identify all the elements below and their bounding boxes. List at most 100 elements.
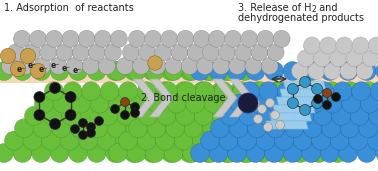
Circle shape [268, 107, 287, 126]
Circle shape [42, 131, 60, 150]
Circle shape [340, 62, 357, 80]
Text: e⁻: e⁻ [50, 61, 59, 70]
Circle shape [127, 94, 146, 113]
Circle shape [167, 94, 186, 113]
Circle shape [238, 143, 257, 162]
Circle shape [257, 107, 277, 126]
Circle shape [72, 44, 89, 61]
Circle shape [116, 131, 135, 150]
Circle shape [350, 107, 369, 126]
Circle shape [282, 131, 301, 150]
Circle shape [299, 76, 310, 88]
Circle shape [359, 119, 378, 138]
Circle shape [194, 107, 213, 126]
Circle shape [184, 119, 203, 138]
Circle shape [127, 143, 146, 162]
Circle shape [245, 131, 264, 150]
Circle shape [105, 143, 125, 162]
Circle shape [320, 143, 339, 162]
Circle shape [273, 30, 290, 47]
Circle shape [147, 119, 166, 138]
Circle shape [237, 131, 257, 150]
Circle shape [339, 107, 358, 126]
Circle shape [99, 107, 118, 126]
Circle shape [33, 119, 52, 138]
Circle shape [201, 62, 220, 81]
Circle shape [121, 97, 130, 107]
Circle shape [63, 82, 82, 101]
Circle shape [294, 94, 313, 113]
Circle shape [333, 82, 352, 101]
Circle shape [161, 62, 180, 81]
Circle shape [14, 30, 31, 47]
Circle shape [349, 94, 369, 113]
Circle shape [322, 119, 341, 138]
Polygon shape [229, 79, 254, 117]
Circle shape [23, 131, 42, 150]
Circle shape [231, 94, 249, 113]
Text: dehydrogenated products: dehydrogenated products [238, 13, 364, 23]
Circle shape [257, 104, 266, 114]
Circle shape [332, 107, 351, 126]
Circle shape [304, 82, 323, 101]
Circle shape [342, 94, 361, 113]
Circle shape [94, 116, 104, 126]
Circle shape [171, 131, 190, 150]
Circle shape [171, 44, 188, 61]
Text: 2. Bond cleavage: 2. Bond cleavage [141, 93, 225, 103]
Circle shape [105, 62, 125, 81]
Circle shape [177, 82, 196, 101]
Circle shape [34, 94, 54, 113]
Circle shape [287, 97, 298, 109]
Polygon shape [213, 79, 237, 117]
Circle shape [200, 119, 219, 138]
Circle shape [217, 143, 236, 162]
Circle shape [362, 50, 378, 67]
Circle shape [257, 94, 276, 113]
Circle shape [0, 143, 14, 162]
Text: e⁻: e⁻ [62, 64, 71, 73]
Circle shape [45, 82, 64, 101]
Circle shape [319, 131, 338, 150]
Circle shape [79, 130, 87, 140]
Circle shape [146, 94, 165, 113]
Circle shape [2, 57, 19, 75]
Text: 2: 2 [311, 5, 316, 14]
Circle shape [311, 131, 331, 150]
Circle shape [292, 119, 311, 138]
Circle shape [259, 82, 278, 101]
Circle shape [0, 48, 15, 64]
Circle shape [166, 119, 184, 138]
Circle shape [174, 131, 193, 150]
Circle shape [79, 131, 98, 150]
Circle shape [34, 57, 51, 75]
Circle shape [296, 82, 315, 101]
Circle shape [80, 107, 99, 126]
Circle shape [203, 119, 222, 138]
Circle shape [302, 107, 321, 126]
Circle shape [34, 109, 45, 121]
Circle shape [65, 109, 76, 121]
Circle shape [29, 30, 46, 47]
Circle shape [369, 107, 378, 126]
Circle shape [50, 82, 60, 94]
Circle shape [271, 110, 279, 120]
Circle shape [228, 107, 247, 126]
Circle shape [144, 119, 163, 138]
Circle shape [198, 143, 217, 162]
Text: e⁻: e⁻ [39, 65, 48, 74]
Circle shape [211, 82, 230, 101]
Circle shape [283, 143, 302, 162]
Circle shape [220, 62, 239, 81]
Circle shape [336, 37, 353, 54]
Circle shape [203, 44, 220, 61]
Circle shape [311, 119, 330, 138]
Circle shape [239, 107, 258, 126]
Circle shape [210, 107, 229, 126]
Circle shape [173, 107, 192, 126]
Circle shape [223, 94, 242, 113]
Circle shape [13, 62, 32, 81]
Circle shape [346, 50, 363, 67]
Circle shape [232, 82, 252, 101]
Circle shape [229, 119, 248, 138]
